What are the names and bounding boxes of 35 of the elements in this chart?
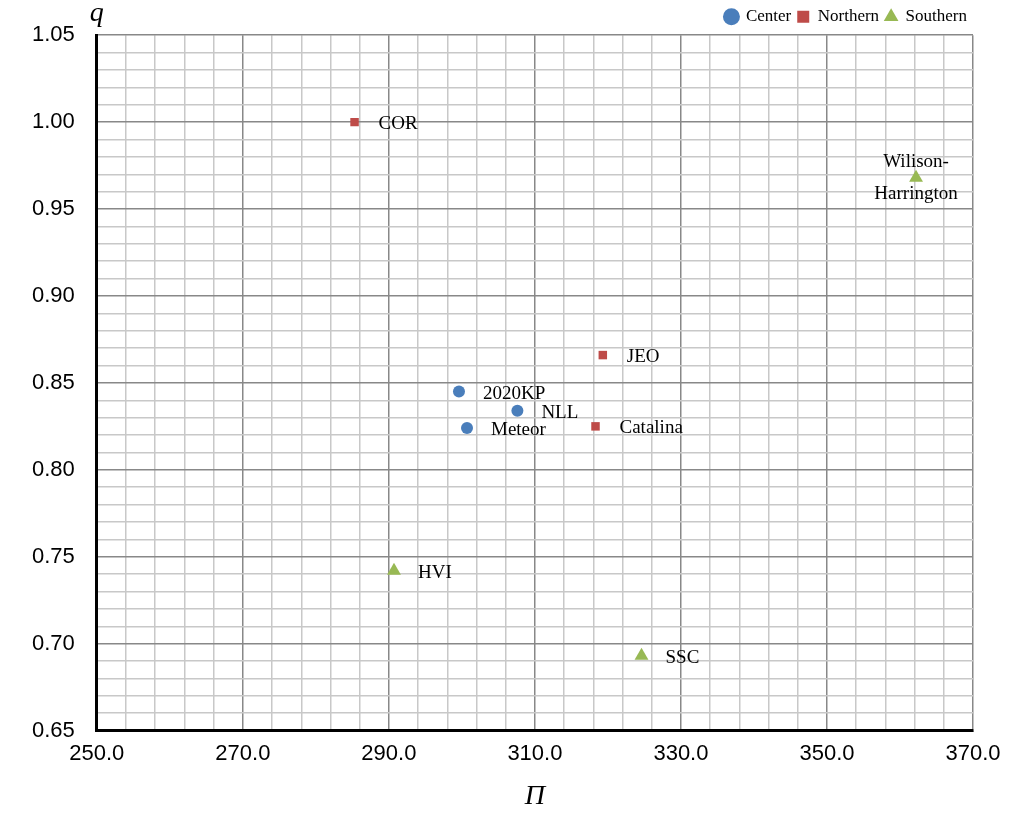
y-tick-label: 0.70: [31, 629, 75, 655]
annotation: Catalina: [619, 416, 684, 438]
x-tick-label: 250.0: [69, 739, 125, 765]
point: [387, 562, 401, 575]
point: [511, 404, 524, 417]
y-tick-label: 1.00: [31, 108, 75, 134]
y-tick-label: 0.85: [31, 368, 75, 394]
annotation: JEO: [626, 345, 660, 367]
point: [350, 117, 359, 127]
legend-label: Northern: [817, 6, 880, 26]
x-tick-label: 370.0: [945, 739, 1001, 765]
x-axis-title: Π: [523, 778, 547, 810]
point: [461, 422, 474, 435]
x-tick-label: 350.0: [799, 739, 855, 765]
x-tick-label: 310.0: [507, 739, 563, 765]
point: [452, 385, 465, 398]
point: [591, 422, 600, 431]
y-tick-label: 0.75: [31, 542, 75, 568]
y-tick-label: 0.95: [31, 195, 75, 221]
y-tick-label: 0.90: [31, 282, 75, 308]
y-tick-label: 1.05: [31, 21, 75, 47]
legend-label: Southern: [905, 6, 968, 26]
annotation: COR: [378, 112, 418, 134]
point: [634, 647, 649, 660]
y-axis-title: q: [89, 0, 104, 27]
legend-label: Center: [745, 6, 792, 26]
annotation: SSC: [665, 645, 700, 667]
x-tick-label: 290.0: [361, 739, 417, 765]
annotation: 2020KP: [482, 381, 546, 403]
y-tick-label: 0.80: [31, 455, 75, 481]
x-tick-label: 330.0: [653, 739, 709, 765]
annotation: HVI: [417, 560, 452, 582]
annotation: Wilison-Harrington: [874, 149, 959, 203]
y-tick-label: 0.65: [31, 716, 75, 742]
x-tick-label: 270.0: [215, 739, 271, 765]
